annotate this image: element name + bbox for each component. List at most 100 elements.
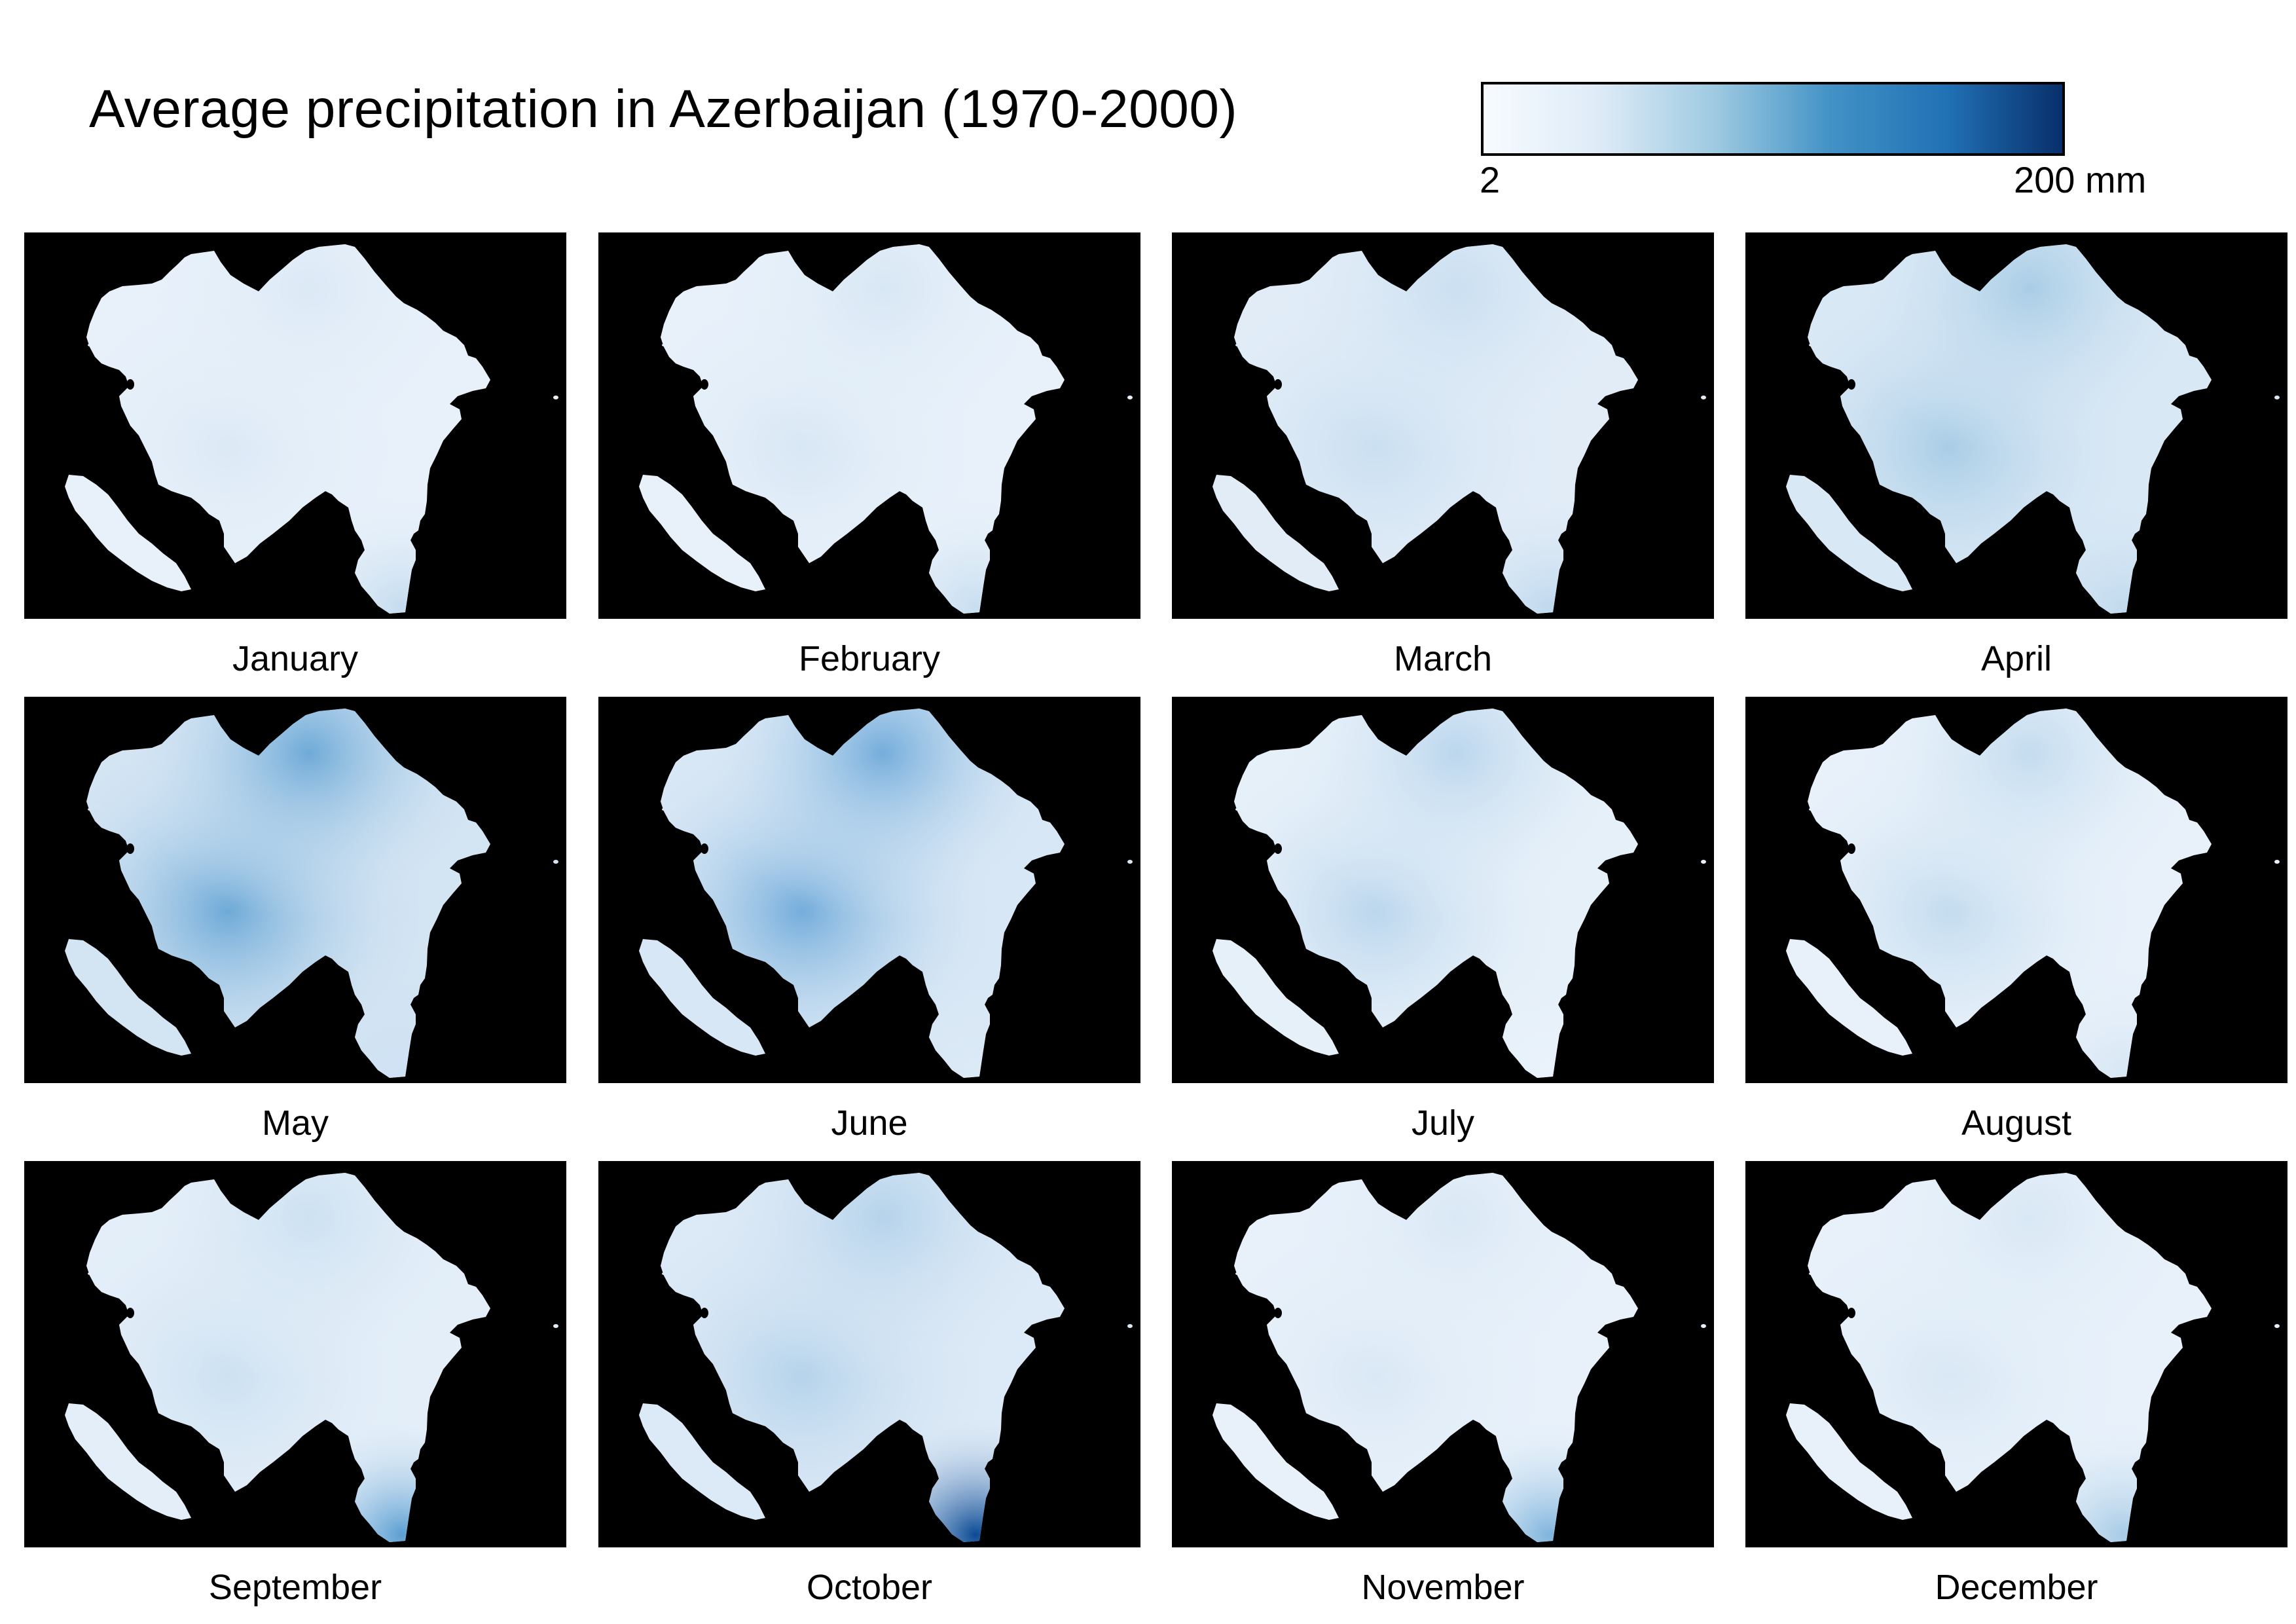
island — [88, 344, 92, 346]
exclave-gap — [1844, 494, 1888, 535]
nakhchivan-exclave — [1212, 939, 1339, 1056]
lake-notch — [126, 379, 134, 390]
month-label-june: June — [831, 1103, 908, 1143]
island — [662, 808, 666, 811]
lake-notch — [1848, 379, 1855, 390]
lake-notch — [1274, 843, 1282, 854]
month-label-november: November — [1361, 1568, 1525, 1607]
month-label-january: January — [232, 639, 359, 678]
nakhchivan-exclave — [639, 1403, 765, 1520]
island — [1242, 340, 1248, 345]
azerbaijan-map-svg — [639, 709, 1133, 1078]
azerbaijan-map-svg — [639, 1173, 1133, 1542]
map-title: Average precipitation in Azerbaijan (197… — [89, 79, 1238, 139]
south-coast-shading — [1808, 244, 2212, 614]
island — [1235, 1272, 1239, 1275]
south-coast-shading — [86, 244, 490, 614]
colorbar-max-label: 200 mm — [2014, 159, 2147, 200]
island — [1127, 1324, 1133, 1328]
south-coast-shading — [661, 1173, 1065, 1542]
exclave-gap — [697, 959, 741, 999]
month-map-may — [24, 697, 566, 1083]
south-coast-shading — [86, 1173, 490, 1542]
lake-notch — [1274, 379, 1282, 390]
azerbaijan-map-svg — [65, 709, 558, 1078]
month-label-august: August — [1961, 1103, 2072, 1143]
nakhchivan-exclave — [639, 475, 765, 591]
month-map-november — [1172, 1161, 1714, 1547]
month-map-june — [598, 697, 1140, 1083]
exclave-gap — [1844, 1423, 1888, 1464]
nakhchivan-exclave — [65, 475, 191, 591]
south-coast-shading — [1234, 709, 1638, 1078]
exclave-gap — [1270, 1423, 1315, 1464]
exclave-gap — [1844, 959, 1888, 999]
island — [1815, 804, 1822, 809]
island — [553, 396, 558, 399]
exclave-gap — [122, 1423, 167, 1464]
island — [668, 340, 675, 345]
lake-notch — [701, 1308, 708, 1318]
island — [1701, 1324, 1706, 1328]
month-label-september: September — [208, 1568, 382, 1607]
exclave-gap — [122, 494, 167, 535]
azerbaijan-map-svg — [65, 1173, 558, 1542]
exclave-gap — [122, 959, 167, 999]
month-map-february — [598, 232, 1140, 619]
island — [1809, 344, 1813, 346]
island — [1815, 1268, 1822, 1274]
azerbaijan-map-svg — [1212, 244, 1706, 614]
month-label-march: March — [1393, 639, 1493, 678]
azerbaijan-map-svg — [1786, 1173, 2280, 1542]
island — [1127, 396, 1133, 399]
month-map-july — [1172, 697, 1714, 1083]
azerbaijan-map-svg — [639, 244, 1133, 614]
island — [553, 1324, 558, 1328]
island — [2274, 860, 2280, 864]
exclave-gap — [1270, 959, 1315, 999]
south-coast-shading — [1234, 244, 1638, 614]
nakhchivan-exclave — [65, 939, 191, 1056]
month-map-august — [1745, 697, 2287, 1083]
island — [668, 804, 675, 809]
south-coast-shading — [661, 709, 1065, 1078]
month-label-october: October — [806, 1568, 933, 1607]
south-coast-shading — [1234, 1173, 1638, 1542]
lake-notch — [701, 843, 708, 854]
island — [94, 1268, 101, 1274]
south-coast-shading — [86, 709, 490, 1078]
island — [1235, 344, 1239, 346]
island — [1815, 340, 1822, 345]
nakhchivan-exclave — [1786, 939, 1912, 1056]
month-map-march — [1172, 232, 1714, 619]
month-label-december: December — [1935, 1568, 2098, 1607]
colorbar-min-label: 2 — [1480, 159, 1501, 200]
island — [88, 808, 92, 811]
month-map-january — [24, 232, 566, 619]
month-map-april — [1745, 232, 2287, 619]
nakhchivan-exclave — [1212, 475, 1339, 591]
island — [662, 1272, 666, 1275]
island — [1242, 1268, 1248, 1274]
month-label-april: April — [1980, 639, 2052, 678]
nakhchivan-exclave — [1786, 475, 1912, 591]
nakhchivan-exclave — [65, 1403, 191, 1520]
island — [88, 1272, 92, 1275]
month-map-december — [1745, 1161, 2287, 1547]
lake-notch — [1848, 1308, 1855, 1318]
month-label-july: July — [1411, 1103, 1475, 1143]
island — [2274, 396, 2280, 399]
island — [1809, 1272, 1813, 1275]
island — [2274, 1324, 2280, 1328]
lake-notch — [701, 379, 708, 390]
lake-notch — [1274, 1308, 1282, 1318]
island — [1242, 804, 1248, 809]
azerbaijan-map-svg — [65, 244, 558, 614]
island — [1701, 860, 1706, 864]
south-coast-shading — [1808, 709, 2212, 1078]
azerbaijan-map-svg — [1212, 709, 1706, 1078]
nakhchivan-exclave — [1786, 1403, 1912, 1520]
nakhchivan-exclave — [1212, 1403, 1339, 1520]
azerbaijan-map-svg — [1786, 244, 2280, 614]
south-coast-shading — [661, 244, 1065, 614]
